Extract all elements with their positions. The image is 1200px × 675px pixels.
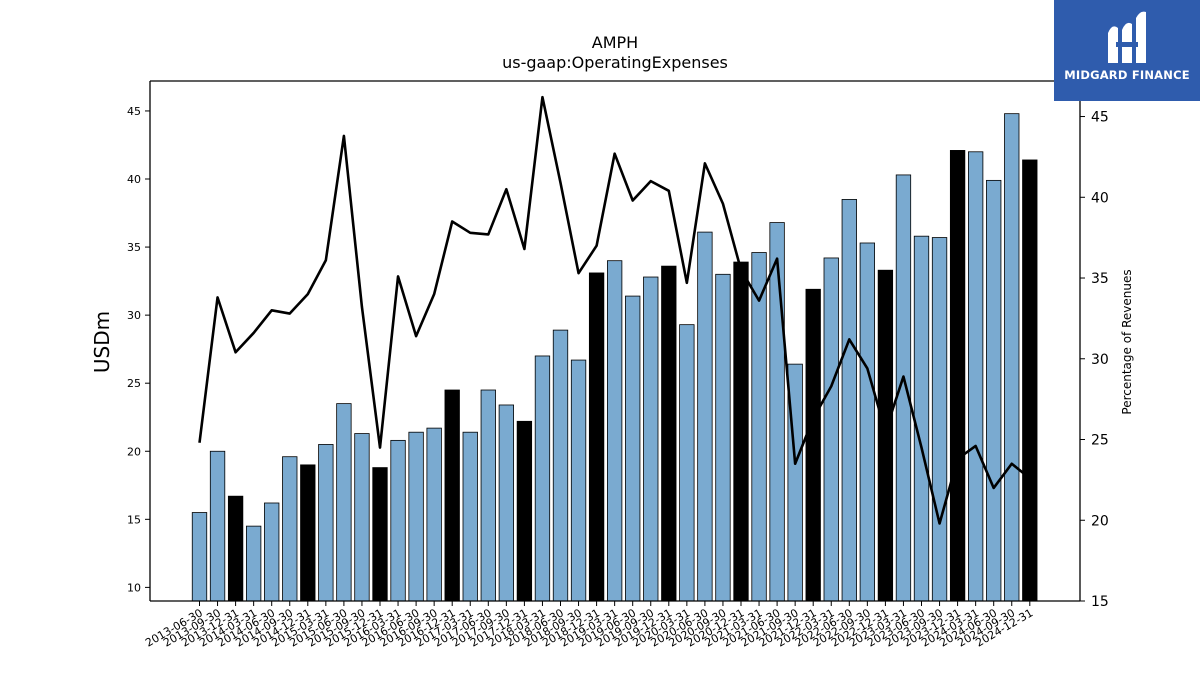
bar — [462, 431, 478, 602]
y-tick-label: 15 — [127, 513, 141, 526]
y-tick-label: 40 — [127, 173, 141, 186]
brand-logo-text: MIDGARD FINANCE — [1064, 68, 1190, 82]
midgard-logo-icon — [1108, 11, 1146, 64]
chart-title: AMPH — [592, 33, 638, 52]
y-tick-label: 10 — [127, 581, 141, 594]
bar — [570, 359, 587, 602]
bar — [552, 329, 569, 602]
bar — [1004, 113, 1020, 602]
bar — [625, 295, 641, 602]
y-axis-label: USDm — [90, 311, 114, 373]
y2-tick-label: 20 — [1091, 513, 1109, 529]
bar — [859, 242, 875, 602]
bar — [336, 403, 352, 602]
y-tick-label: 45 — [127, 105, 141, 118]
bar — [913, 235, 930, 602]
bar — [444, 389, 460, 602]
bar — [498, 404, 515, 602]
y2-tick-label: 30 — [1091, 352, 1109, 368]
bar — [931, 237, 948, 602]
y2-tick-label: 15 — [1091, 594, 1109, 610]
bar — [191, 512, 208, 602]
percentage-line — [198, 95, 1031, 525]
bar — [390, 439, 406, 602]
bar — [534, 355, 551, 602]
chart-subtitle: us-gaap:OperatingExpenses — [502, 53, 728, 72]
bar — [841, 199, 857, 602]
bar — [480, 389, 496, 602]
bar — [282, 456, 298, 602]
y-tick-label: 20 — [127, 445, 141, 458]
bar — [1022, 159, 1038, 602]
bar — [245, 525, 262, 602]
bar — [607, 260, 623, 602]
y2-axis-label: Percentage of Revenues — [1120, 269, 1134, 414]
bar — [877, 269, 894, 602]
bar — [697, 231, 713, 602]
bar — [769, 222, 785, 602]
bar — [823, 257, 839, 602]
bar — [949, 150, 966, 602]
bar — [318, 444, 334, 602]
bar — [986, 179, 1002, 602]
bar — [751, 252, 767, 602]
y2-tick-label: 25 — [1091, 433, 1109, 449]
y-tick-label: 30 — [127, 309, 141, 322]
bar — [733, 261, 749, 602]
bar — [426, 427, 442, 602]
bar — [588, 272, 605, 602]
bar — [805, 288, 821, 602]
bar — [300, 464, 316, 602]
bar — [968, 151, 984, 602]
y-tick-label: 25 — [127, 377, 141, 390]
y2-tick-label: 40 — [1091, 190, 1109, 206]
bar — [372, 467, 388, 602]
bar — [679, 324, 695, 602]
y-tick-label: 35 — [127, 241, 141, 254]
bar — [408, 431, 424, 602]
brand-logo: MIDGARD FINANCE — [1054, 0, 1200, 101]
bar — [661, 265, 677, 602]
plot-area: 1015202530354045152025303540452013-06-30… — [127, 80, 1109, 650]
bar — [209, 450, 226, 602]
bar — [264, 502, 280, 602]
bar — [354, 433, 370, 602]
bar — [227, 495, 244, 602]
y2-tick-label: 35 — [1091, 271, 1109, 287]
bar — [643, 276, 659, 602]
bar — [715, 273, 731, 602]
y2-tick-label: 45 — [1091, 110, 1109, 126]
bar — [516, 420, 533, 602]
